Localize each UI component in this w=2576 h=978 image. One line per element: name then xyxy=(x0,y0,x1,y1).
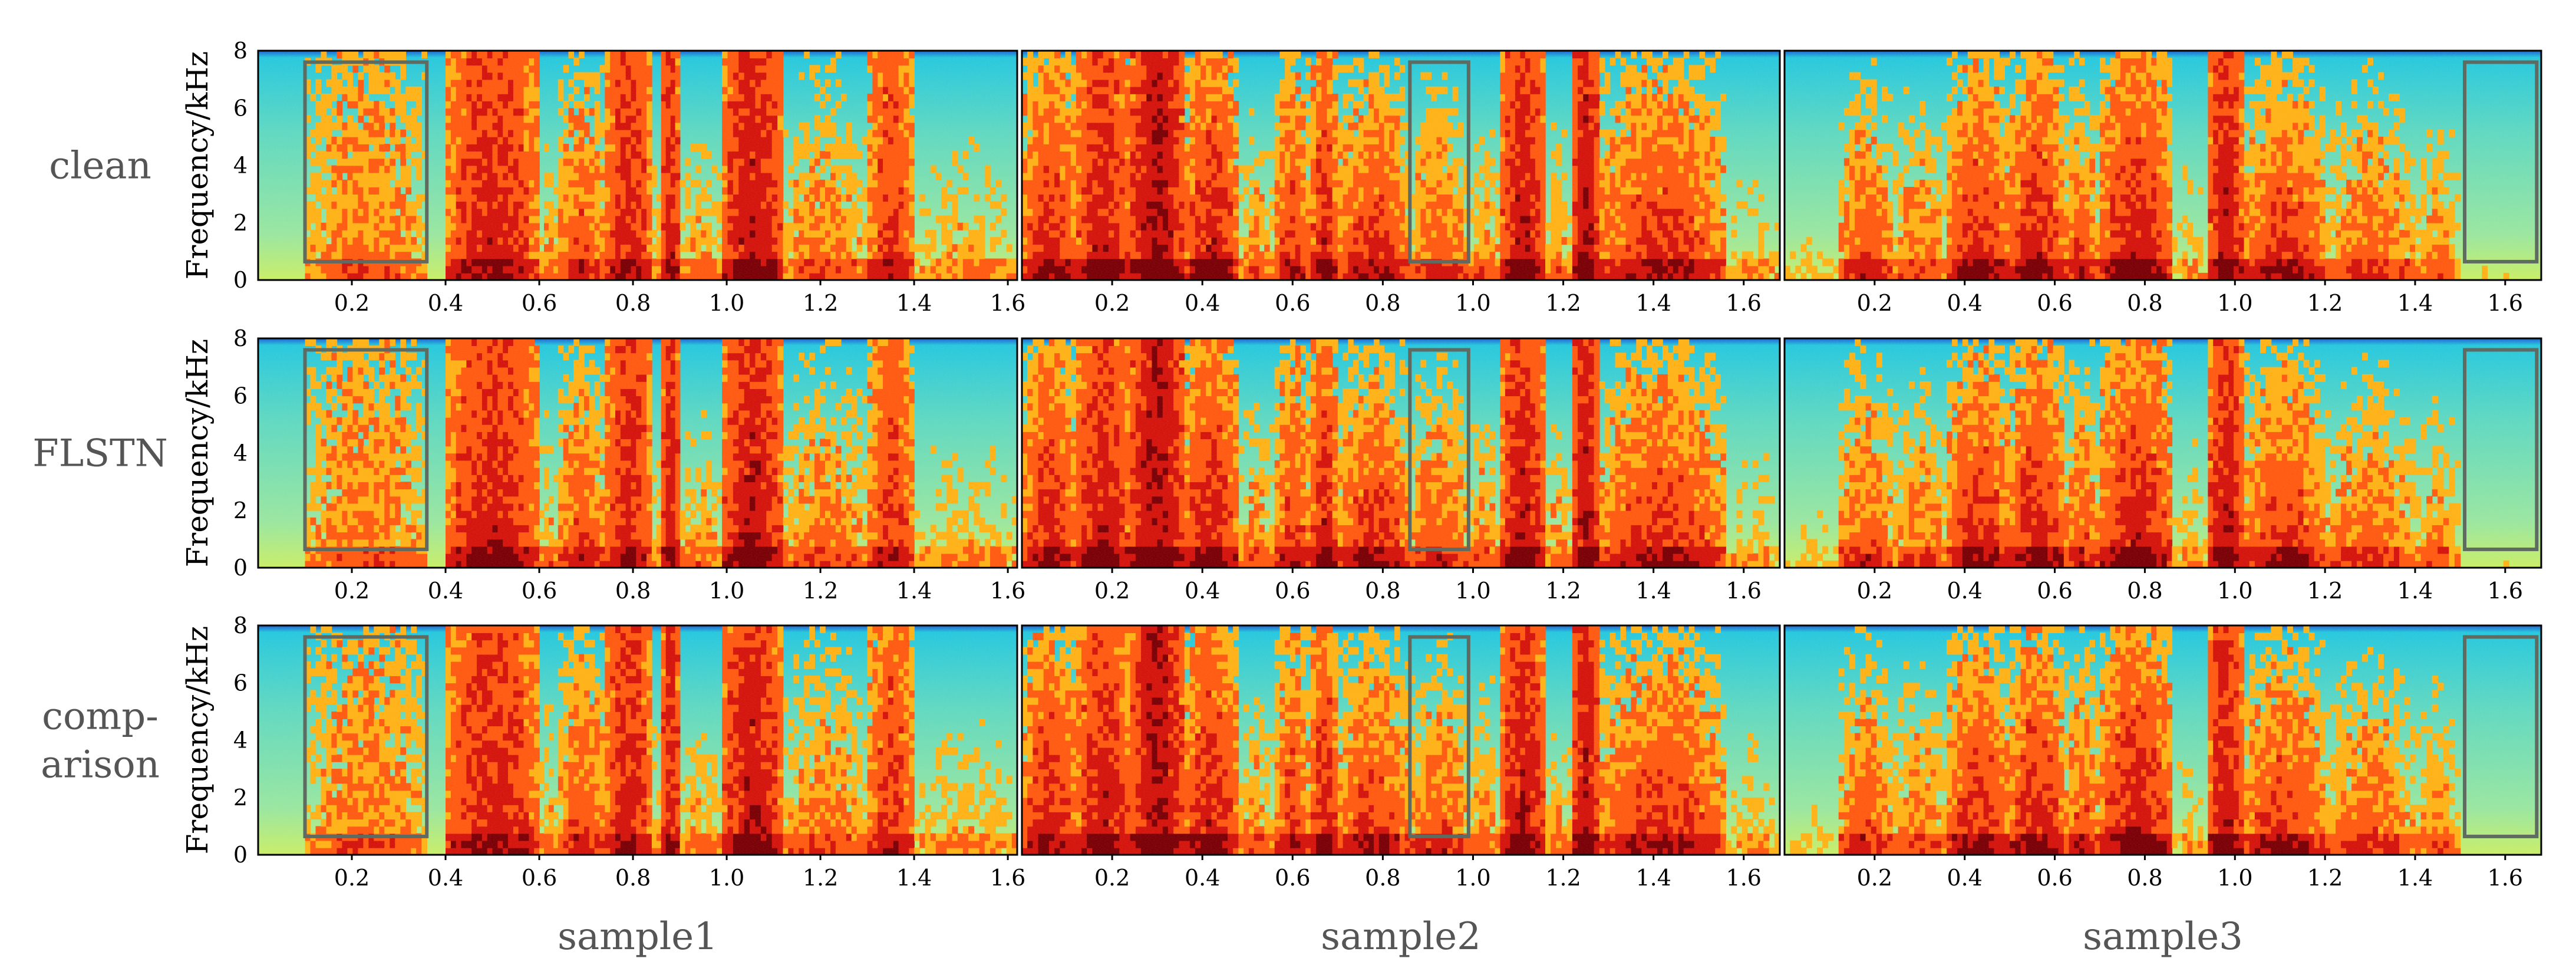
panel-frame xyxy=(257,50,1018,281)
spectrogram-panel xyxy=(257,50,1018,285)
panels-layer xyxy=(257,50,2542,860)
highlight-box xyxy=(303,60,429,264)
spectrogram-noise-texture xyxy=(258,51,1017,280)
spectrogram-panel xyxy=(1021,50,1781,285)
